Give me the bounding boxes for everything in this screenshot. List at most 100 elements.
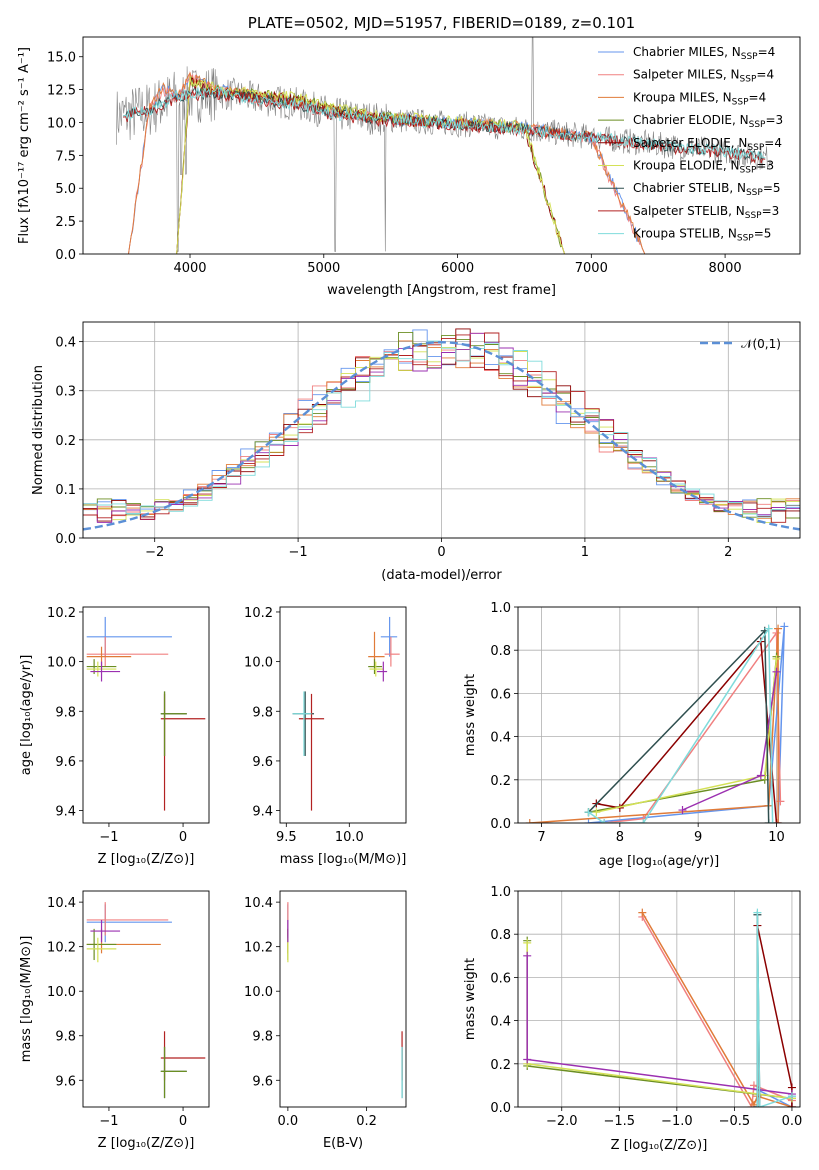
axes-frame [517,890,801,1108]
weight-marker [774,819,783,823]
y-tick-label: 1.0 [490,601,511,616]
legend-entry: Kroupa STELIB, NSSP=5 [633,227,771,244]
weight-line [529,628,779,823]
weight-marker [523,951,532,960]
legend-subscript: SSP [737,234,754,244]
x-axis-label: Z [log₁₀(Z/Z⊙)] [98,1136,195,1151]
weight-line [526,940,792,1100]
x-axis-label: Z [log₁₀(Z/Z⊙)] [98,852,195,867]
gaussian-curve [83,340,800,531]
legend-subscript: SSP [749,120,766,130]
legend-name: Chabrier MILES, N [633,45,741,59]
x-tick-label: −2.0 [546,1114,578,1129]
model-spectrum-line [128,74,646,254]
x-tick-label: 7 [537,830,545,845]
age-vs-metallicity-plot: −1 0 9.4 9.6 9.8 10.0 10.2 Z [log₁₀(Z/Z⊙)] age [… [19,606,210,867]
weight-line [588,626,774,823]
legend-count: =4 [758,45,776,59]
x-axis-label: Z [log₁₀(Z/Z⊙)] [611,1138,708,1153]
axes-frame [279,606,407,824]
x-tick-label: 0 [437,545,445,560]
y-tick-label: 0.1 [55,483,76,498]
legend-subscript: SSP [745,211,762,221]
weight-marker [755,1103,764,1107]
weight-line [756,912,793,1107]
legend-entry: Salpeter MILES, NSSP=4 [633,68,774,85]
legend-name: Kroupa MILES, N [633,90,732,104]
legend-count: =4 [749,90,767,104]
x-tick-label: −1 [289,545,308,560]
axes-frame [82,321,801,539]
y-tick-label: 0.4 [55,336,76,351]
weight-marker [584,819,593,823]
y-tick-label: 9.4 [252,805,273,820]
x-tick-label: 8000 [709,261,742,276]
weight-marker [753,908,762,917]
y-tick-label: 10.0 [47,656,76,671]
axes-frame [82,890,210,1108]
y-tick-label: 5.0 [55,182,76,197]
y-axis-label: age [log₁₀(age/yr)] [19,655,34,776]
legend-entry: Chabrier ELODIE, NSSP=3 [633,113,783,130]
weight-marker [749,1100,758,1107]
weight-line [641,916,793,1107]
plot-area [525,622,789,823]
legend-subscript: SSP [747,143,764,153]
x-tick-label: 0.0 [278,1114,299,1129]
legend-count: =3 [765,113,783,127]
y-tick-label: 1.0 [490,885,511,900]
x-tick-label: 4000 [173,261,206,276]
legend-subscript: SSP [740,75,757,85]
residual-histogram [83,340,800,518]
legend-count: =4 [756,68,774,82]
y-tick-label: 9.8 [252,1030,273,1045]
weight-marker [764,624,773,633]
weight-marker [772,819,781,823]
y-tick-label: 7.5 [55,149,76,164]
weight-marker [787,1103,796,1107]
x-axis-label: wavelength [Angstrom, rest frame] [327,283,556,298]
x-tick-label: 6000 [441,261,474,276]
weight-vs-age-plot: 7 8 9 10 0.0 0.2 0.4 0.6 0.8 1.0 age [log₁₀(age/yr… [463,601,801,869]
axes-frame [517,606,801,824]
legend-name: Chabrier STELIB, N [633,181,746,195]
weight-marker [749,1081,758,1090]
weight-marker [600,819,609,823]
weight-marker [592,808,601,817]
x-tick-label: 9 [694,830,702,845]
y-tick-label: 9.6 [252,1074,273,1089]
y-tick-label: 9.6 [55,755,76,770]
legend-entry: Kroupa MILES, NSSP=4 [633,90,766,107]
weight-line [526,955,792,1095]
x-tick-label: 5000 [307,261,340,276]
x-axis-label: age [log₁₀(age/yr)] [599,854,720,869]
x-tick-label: −1 [99,830,118,845]
y-tick-label: 2.5 [55,215,76,230]
weight-marker [525,819,534,823]
y-tick-label: 10.0 [244,656,273,671]
x-tick-label: −0.5 [719,1114,751,1129]
y-tick-label: 0.8 [490,644,511,659]
weight-marker [523,1055,532,1064]
legend-subscript: SSP [741,52,758,62]
y-tick-label: 10.4 [47,896,76,911]
x-tick-label: 8 [616,830,624,845]
age-vs-mass-plot: 9.5 10.0 9.4 9.6 9.8 10.0 10.2 mass [log₁₀(M/M⊙… [244,606,407,867]
legend-name: Salpeter STELIB, N [633,204,745,218]
y-tick-label: 9.4 [55,805,76,820]
weight-vs-metallicity-plot: −2.0 −1.5 −1.0 −0.5 0.0 0.0 0.2 0.4 0.6 0.8 1.0 Z [… [463,885,802,1153]
x-tick-label: 7000 [575,261,608,276]
y-tick-label: 0.4 [490,731,511,746]
legend-count: =5 [763,181,781,195]
y-tick-label: 10.0 [47,116,76,131]
model-spectrum-line [176,75,566,254]
x-tick-label: −1.0 [661,1114,693,1129]
model-spectrum-line [176,77,566,254]
y-tick-label: 10.0 [244,985,273,1000]
weight-marker [523,938,532,947]
legend-name: Salpeter MILES, N [633,68,740,82]
weight-marker [772,654,781,663]
legend-entry: Salpeter ELODIE, NSSP=4 [633,136,782,153]
y-axis-label: mass weight [463,674,478,756]
x-tick-label: 2 [724,545,732,560]
